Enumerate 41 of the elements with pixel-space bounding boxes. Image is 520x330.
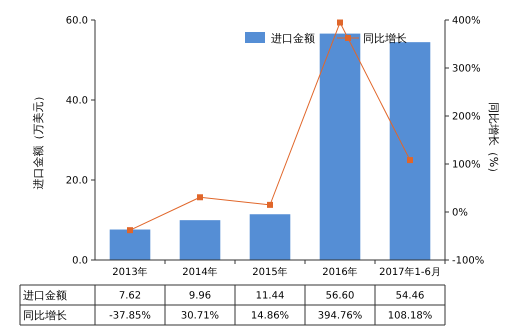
bar (180, 220, 220, 260)
y2-tick-label: 300% (452, 64, 481, 74)
bar (390, 42, 430, 260)
y2-tick-label: 100% (452, 160, 481, 170)
bar (110, 230, 150, 260)
point (337, 20, 343, 26)
x-tick-label: 2015年 (252, 266, 288, 278)
y2-tick-label: 400% (452, 16, 481, 26)
x-tick-label: 2013年 (112, 266, 148, 278)
y2-tick-label: 200% (452, 112, 481, 122)
legend-label: 同比增长 (363, 32, 407, 45)
y-tick-label: 0.0 (72, 256, 88, 266)
y-tick-label: 20.0 (66, 176, 88, 186)
text: 进口金额 (23, 288, 67, 302)
point (267, 202, 273, 208)
point (407, 157, 413, 164)
bar (320, 34, 360, 260)
point (127, 227, 133, 234)
y-tick-label: 60.0 (66, 16, 88, 26)
x-tick-label: 2017年1-6月 (379, 266, 441, 278)
data-label: 30.71% (180, 310, 220, 322)
y2-tick-label: -100% (452, 256, 484, 266)
bar (250, 214, 290, 260)
y-axis-title: 进口金额（万美元） (32, 90, 45, 190)
data-label: 14.86% (250, 310, 290, 322)
data-label: 11.44 (256, 290, 284, 302)
point (197, 194, 203, 200)
legend-label: 进口金额 (271, 32, 315, 45)
data-label: 394.76% (318, 310, 362, 322)
y2-tick-label: 0% (452, 208, 468, 218)
text: 同比增长 (23, 308, 67, 322)
data-label: 54.46 (396, 290, 424, 302)
y-tick-label: 40.0 (66, 96, 88, 106)
data-label: -37.85% (109, 310, 151, 322)
y2-axis-title: 同比增长（%） (487, 102, 500, 178)
data-label: 9.96 (188, 290, 212, 302)
x-tick-label: 2014年 (182, 266, 218, 278)
data-label: 56.60 (326, 290, 354, 302)
data-label: 108.18% (388, 310, 432, 322)
data-label: 7.62 (118, 290, 142, 302)
x-tick-label: 2016年 (322, 266, 358, 278)
